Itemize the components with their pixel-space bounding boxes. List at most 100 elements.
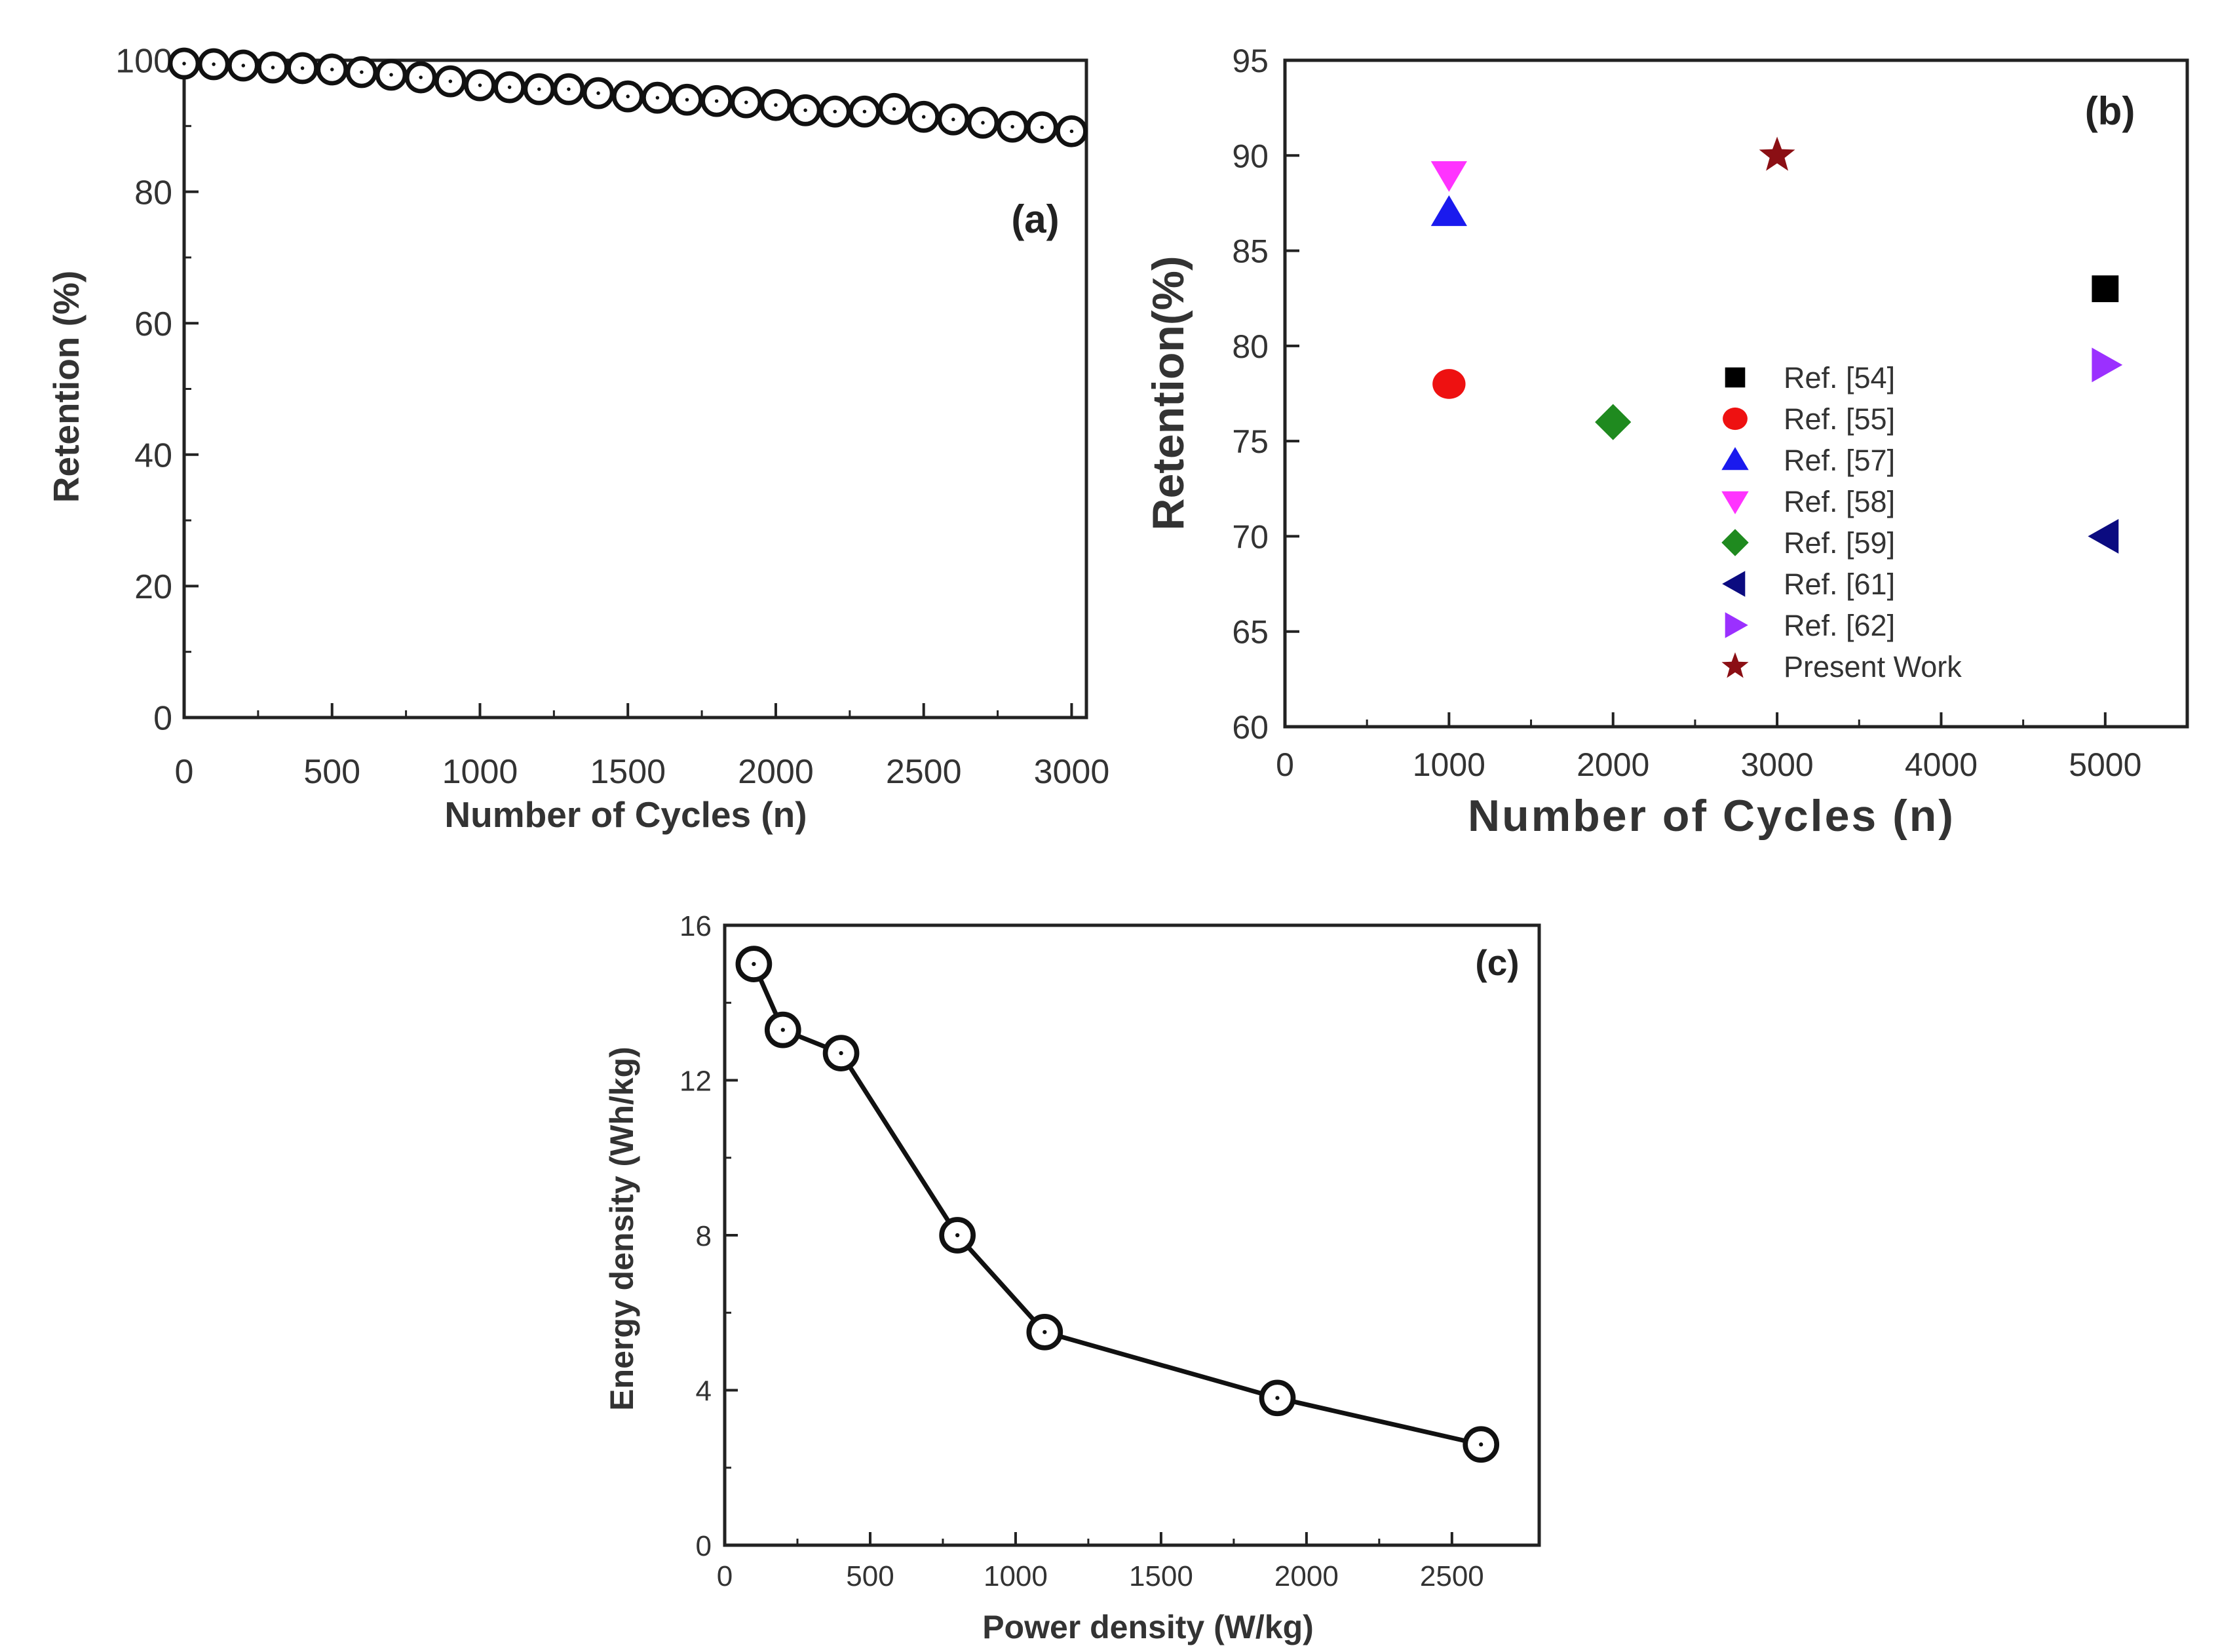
panel-b-legend-label: Ref. [59] bbox=[1784, 526, 1895, 560]
panel-b-legend-label: Ref. [54] bbox=[1784, 361, 1895, 394]
panel-b-data-point bbox=[1759, 136, 1795, 171]
panel-b-y-tick-label: 80 bbox=[1232, 328, 1269, 365]
panel-a-x-tick-label: 0 bbox=[175, 753, 194, 791]
panel-c-series-line bbox=[752, 963, 1482, 1447]
panel-c-x-tick-label: 500 bbox=[846, 1560, 894, 1592]
panel-b-y-tick-label: 65 bbox=[1232, 614, 1269, 651]
panel-b-legend-label: Ref. [55] bbox=[1784, 402, 1895, 436]
panel-a-data-point-center-dot bbox=[537, 87, 541, 91]
panel-c-y-axis-title: Energy density (Wh/kg) bbox=[603, 1047, 640, 1411]
panel-a-series bbox=[168, 47, 1088, 147]
panel-a-x-axis-title: Number of Cycles (n) bbox=[444, 794, 807, 835]
panel-b-legend-marker bbox=[1725, 612, 1748, 638]
panel-b-legend-marker bbox=[1721, 529, 1749, 556]
panel-b-y-tick-label: 75 bbox=[1232, 423, 1269, 460]
panel-b-x-tick-label: 1000 bbox=[1413, 746, 1485, 783]
panel-a-data-point-center-dot bbox=[1010, 125, 1014, 129]
panel-a-data-point-center-dot bbox=[507, 85, 512, 89]
panel-b-label: (b) bbox=[2085, 89, 2135, 133]
panel-a-x-tick-label: 2000 bbox=[738, 753, 814, 791]
panel-a-data-point-center-dot bbox=[1040, 125, 1044, 130]
panel-c-x-tick-label: 1500 bbox=[1129, 1560, 1193, 1592]
panel-c-x-tick-label: 0 bbox=[717, 1560, 733, 1592]
panel-b-legend-label: Ref. [62] bbox=[1784, 609, 1895, 642]
panel-a-data-point-center-dot bbox=[448, 79, 453, 83]
panel-a-retention-vs-cycles: 0 500 1000 1500 2000 2500 3000 0 20 40 60 80 100 (a)… bbox=[46, 43, 1109, 835]
panel-a-y-tick-label: 100 bbox=[115, 43, 172, 81]
panel-b-data-point bbox=[2088, 519, 2119, 554]
panel-b-y-tick-label: 90 bbox=[1232, 138, 1269, 174]
panel-a-data-point-center-dot bbox=[478, 83, 482, 87]
panel-a-y-tick-label: 20 bbox=[134, 568, 172, 606]
panel-b-data-point bbox=[1430, 161, 1467, 192]
panel-c-data-point-center-dot bbox=[752, 962, 756, 967]
panel-b-y-axis-title: Retention(%) bbox=[1143, 256, 1193, 530]
panel-b-legend-marker bbox=[1721, 652, 1749, 678]
panel-a-data-point-center-dot bbox=[182, 62, 186, 66]
panel-b-x-tick-label: 4000 bbox=[1905, 746, 1978, 783]
panel-c-label: (c) bbox=[1475, 942, 1519, 983]
panel-a-data-point-center-dot bbox=[241, 64, 246, 67]
panel-a-y-axis-title: Retention (%) bbox=[46, 271, 86, 503]
panel-c-ticks: 0 500 1000 1500 2000 2500 0 4 8 12 16 bbox=[679, 910, 1484, 1592]
panel-b-data-point bbox=[2092, 347, 2123, 383]
panel-c-x-tick-label: 2500 bbox=[1420, 1560, 1484, 1592]
panel-a-data-point-center-dot bbox=[803, 108, 807, 112]
panel-a-data-point-center-dot bbox=[300, 66, 305, 70]
panel-c-data-point-center-dot bbox=[1043, 1330, 1047, 1334]
panel-b-y-tick-label: 70 bbox=[1232, 518, 1269, 555]
panel-a-y-tick-label: 60 bbox=[134, 305, 172, 343]
panel-a-data-point-center-dot bbox=[833, 109, 837, 113]
panel-b-legend-label: Ref. [57] bbox=[1784, 444, 1895, 477]
panel-b-x-axis-title: Number of Cycles (n) bbox=[1468, 791, 1955, 841]
panel-b-x-tick-label: 5000 bbox=[2069, 746, 2141, 783]
panel-b-legend-label: Ref. [58] bbox=[1784, 485, 1895, 518]
panel-b-legend-marker bbox=[1721, 491, 1749, 514]
panel-b-data-point bbox=[1430, 195, 1467, 226]
panel-a-data-point-center-dot bbox=[212, 62, 216, 66]
panel-a-data-point-center-dot bbox=[685, 98, 689, 102]
panel-a-data-point-center-dot bbox=[951, 117, 955, 122]
panel-a-data-point-center-dot bbox=[862, 109, 867, 113]
panel-c-y-tick-label: 4 bbox=[696, 1375, 712, 1407]
panel-a-data-point-center-dot bbox=[626, 94, 630, 98]
panel-c-data-point-center-dot bbox=[780, 1028, 785, 1032]
panel-b-y-tick-label: 60 bbox=[1232, 709, 1269, 746]
panel-a-x-tick-label: 2500 bbox=[886, 753, 962, 791]
panel-b-y-tick-label: 85 bbox=[1232, 233, 1269, 270]
panel-a-x-tick-label: 1000 bbox=[442, 753, 518, 791]
panel-b-y-tick-label: 95 bbox=[1232, 43, 1269, 79]
panel-a-ticks: 0 500 1000 1500 2000 2500 3000 0 20 40 60 80 100 bbox=[115, 43, 1109, 791]
panel-a-data-point-center-dot bbox=[744, 100, 748, 104]
panel-c-plot-frame bbox=[723, 923, 1541, 1547]
panel-a-x-tick-label: 1500 bbox=[590, 753, 666, 791]
panel-b-legend-marker bbox=[1721, 447, 1749, 471]
panel-b-legend-label: Present Work bbox=[1784, 650, 1962, 683]
panel-b-retention-comparison: 0 1000 2000 3000 4000 5000 60 65 70 75 80 85 90 95 Re… bbox=[1143, 43, 2189, 841]
panel-b-x-tick-label: 0 bbox=[1276, 746, 1294, 783]
panel-a-data-point-center-dot bbox=[360, 70, 364, 74]
panel-c-x-tick-label: 2000 bbox=[1274, 1560, 1339, 1592]
panel-b-legend-marker bbox=[1725, 367, 1746, 388]
panel-b-data-point bbox=[1432, 369, 1466, 399]
panel-c-x-tick-label: 1000 bbox=[984, 1560, 1048, 1592]
panel-b-x-tick-label: 2000 bbox=[1577, 746, 1649, 783]
panel-c-y-tick-label: 16 bbox=[679, 910, 712, 942]
panel-a-data-point-center-dot bbox=[981, 121, 985, 125]
panel-a-data-point-center-dot bbox=[596, 91, 600, 95]
panel-c-y-tick-label: 0 bbox=[696, 1530, 712, 1562]
panel-b-data-point bbox=[1595, 404, 1632, 440]
panel-b-series bbox=[1430, 136, 2123, 554]
panel-c-x-axis-title: Power density (W/kg) bbox=[982, 1609, 1314, 1645]
panel-c-series bbox=[735, 946, 1500, 1463]
panel-a-data-point-center-dot bbox=[892, 107, 896, 111]
panel-a-data-point-center-dot bbox=[774, 103, 778, 107]
panel-a-label: (a) bbox=[1011, 197, 1059, 241]
panel-a-y-tick-label: 0 bbox=[153, 700, 172, 738]
panel-a-x-tick-label: 3000 bbox=[1034, 753, 1110, 791]
panel-b-legend-marker bbox=[1723, 407, 1748, 431]
panel-b-legend: Ref. [54] Ref. [55] Ref. [57] Ref. [58] Ref.… bbox=[1721, 361, 1962, 683]
panel-a-data-point-center-dot bbox=[921, 115, 926, 119]
panel-c-energy-vs-power: 0 500 1000 1500 2000 2500 0 4 8 12 16 (c) Power de… bbox=[603, 910, 1541, 1645]
